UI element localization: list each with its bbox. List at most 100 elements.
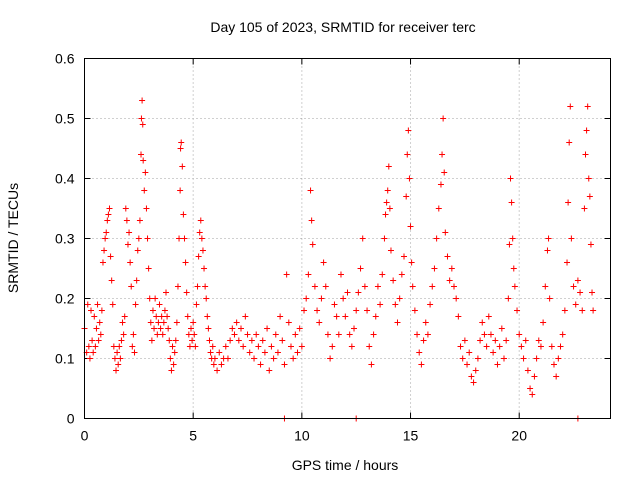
data-point	[516, 331, 523, 338]
data-point	[587, 241, 594, 248]
x-tick-label: 0	[81, 428, 89, 444]
data-point	[138, 115, 145, 122]
data-point	[147, 319, 154, 326]
data-point	[143, 205, 150, 212]
data-point	[333, 313, 340, 320]
data-point	[281, 361, 288, 368]
data-point	[163, 289, 170, 296]
data-point	[251, 355, 258, 362]
data-point	[344, 289, 351, 296]
data-point	[264, 325, 271, 332]
data-point	[435, 205, 442, 212]
data-point	[88, 307, 95, 314]
x-tick-label: 20	[511, 428, 527, 444]
data-point	[301, 307, 308, 314]
data-point	[455, 313, 462, 320]
data-point	[524, 367, 531, 374]
data-point	[361, 283, 368, 290]
data-point	[84, 301, 91, 308]
data-point	[116, 343, 123, 350]
data-point	[206, 337, 213, 344]
data-point	[396, 295, 403, 302]
data-point	[392, 301, 399, 308]
data-point	[93, 325, 100, 332]
data-point	[527, 385, 534, 392]
data-point	[322, 283, 329, 290]
data-point	[498, 325, 505, 332]
data-point	[503, 337, 510, 344]
data-point	[305, 271, 312, 278]
data-point	[394, 319, 401, 326]
data-point	[337, 271, 344, 278]
data-point	[104, 217, 111, 224]
data-point	[335, 331, 342, 338]
data-point	[255, 343, 262, 350]
data-point	[123, 217, 130, 224]
y-tick-label: 0.3	[55, 231, 75, 247]
data-point	[90, 349, 97, 356]
data-point	[109, 301, 116, 308]
grid-lines	[84, 58, 611, 419]
data-point	[106, 205, 113, 212]
data-point	[461, 337, 468, 344]
data-point	[152, 295, 159, 302]
data-point	[207, 349, 214, 356]
data-point	[99, 259, 106, 266]
data-point	[409, 283, 416, 290]
data-point	[585, 175, 592, 182]
data-point	[487, 331, 494, 338]
data-point	[183, 289, 190, 296]
data-point	[316, 319, 323, 326]
data-point	[448, 265, 455, 272]
data-point	[481, 331, 488, 338]
data-point	[257, 361, 264, 368]
data-point	[185, 331, 192, 338]
data-point	[119, 319, 126, 326]
data-point	[180, 211, 187, 218]
data-point	[188, 325, 195, 332]
data-point	[102, 235, 109, 242]
data-point	[179, 163, 186, 170]
data-point	[108, 277, 115, 284]
data-point	[98, 307, 105, 314]
data-point	[420, 337, 427, 344]
data-point	[370, 331, 377, 338]
data-point	[177, 187, 184, 194]
data-point	[411, 307, 418, 314]
data-point	[160, 319, 167, 326]
data-point	[272, 331, 279, 338]
data-point	[146, 295, 153, 302]
data-point	[154, 331, 161, 338]
data-point	[494, 361, 501, 368]
data-point	[311, 283, 318, 290]
data-point	[357, 265, 364, 272]
data-point	[457, 343, 464, 350]
data-point	[120, 331, 127, 338]
data-point	[290, 355, 297, 362]
data-point	[414, 331, 421, 338]
data-point	[194, 283, 201, 290]
data-point	[195, 253, 202, 260]
data-point	[368, 361, 375, 368]
data-point	[242, 313, 249, 320]
data-point	[196, 229, 203, 236]
data-point	[406, 175, 413, 182]
data-point	[216, 349, 223, 356]
data-point	[214, 367, 221, 374]
data-point	[170, 361, 177, 368]
data-point	[442, 229, 449, 236]
data-point	[387, 247, 394, 254]
data-point	[198, 235, 205, 242]
data-point	[477, 337, 484, 344]
data-point	[559, 331, 566, 338]
data-point	[466, 349, 473, 356]
data-point	[231, 331, 238, 338]
data-point	[407, 223, 414, 230]
data-point	[579, 307, 586, 314]
x-tick-label: 5	[189, 428, 197, 444]
data-point	[492, 337, 499, 344]
data-point	[296, 325, 303, 332]
data-point	[557, 343, 564, 350]
data-point	[318, 295, 325, 302]
data-point	[237, 325, 244, 332]
